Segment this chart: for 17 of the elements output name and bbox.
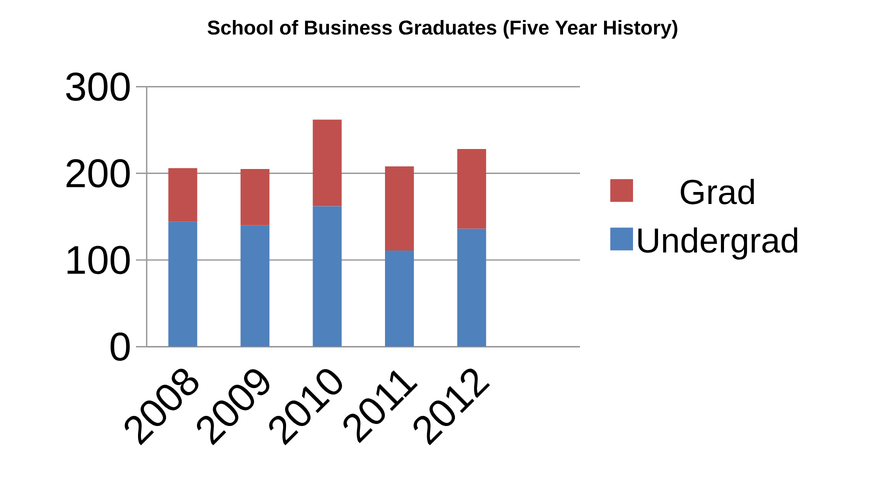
bar [457,228,486,347]
bar [312,120,342,206]
chart-title: School of Business Graduates (Five Year History) [208,20,678,39]
legend-label: Grad [680,179,754,204]
y-tick-label: 300 [66,72,130,101]
legend-label: Undergrad [638,228,798,260]
bar [168,222,198,347]
bar [457,149,486,229]
y-tick-label: 200 [66,159,130,188]
bar [385,166,414,251]
bar [240,169,270,226]
bar [240,225,270,347]
bar [385,250,414,347]
bar [312,206,342,347]
y-tick-label: 100 [68,246,130,274]
bar [168,168,198,222]
y-tick-label: 0 [110,332,130,361]
